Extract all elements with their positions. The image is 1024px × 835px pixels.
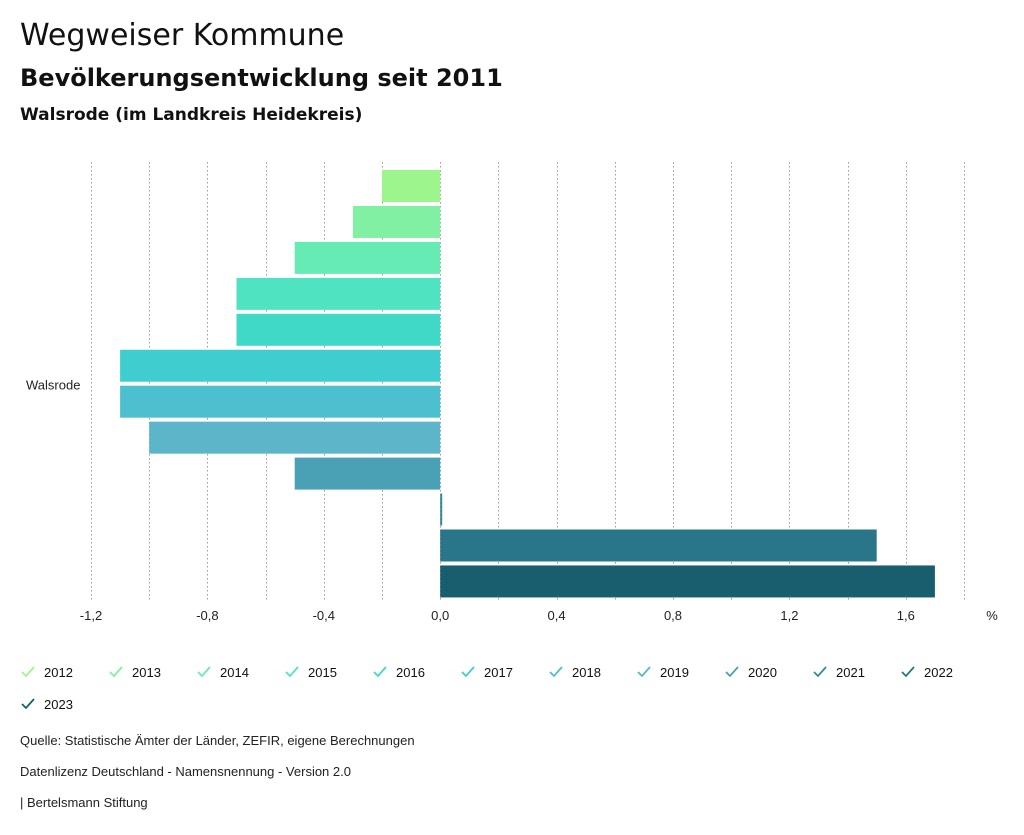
x-tick-label: 1,6 [897, 608, 915, 623]
checkmark-icon [21, 698, 35, 710]
bar-2012 [382, 170, 441, 202]
category-label: Walsrode [26, 378, 80, 393]
legend-label: 2013 [132, 664, 161, 680]
bar-2017 [120, 349, 441, 382]
chart-title: Wegweiser Kommune [20, 18, 345, 53]
x-tick-label: -0,8 [196, 608, 218, 623]
legend-label: 2014 [220, 664, 249, 680]
legend-item-2015[interactable]: 2015 [284, 656, 372, 688]
unit-label: % [986, 608, 998, 623]
chart-legend: 2012 2013 2014 2015 2016 2017 2018 2019 2020 2021… [20, 656, 1000, 720]
checkmark-icon [109, 666, 123, 678]
bar-2018 [120, 385, 441, 418]
legend-label: 2017 [484, 664, 513, 680]
legend-label: 2020 [748, 664, 777, 680]
legend-item-2013[interactable]: 2013 [108, 656, 196, 688]
checkmark-icon [901, 666, 915, 678]
checkmark-icon [813, 666, 827, 678]
legend-item-2017[interactable]: 2017 [460, 656, 548, 688]
x-tick-label: 1,2 [780, 608, 798, 623]
bar-chart: Walsrode -1,2 -0,8 -0,4 0,0 0,4 0,8 1,2 1,6% [26, 162, 998, 623]
checkmark-icon [373, 666, 387, 678]
source-note: Quelle: Statistische Ämter der Länder, Z… [20, 733, 415, 748]
checkmark-icon [725, 666, 739, 678]
checkmark-icon [461, 666, 475, 678]
legend-item-2018[interactable]: 2018 [548, 656, 636, 688]
bar-2015 [236, 277, 441, 310]
chart-subtitle: Bevölkerungsentwicklung seit 2011 [20, 64, 503, 92]
bar-2022 [440, 529, 877, 562]
credit-note: | Bertelsmann Stiftung [20, 795, 148, 810]
legend-item-2019[interactable]: 2019 [636, 656, 724, 688]
bar-2014 [294, 241, 441, 274]
legend-label: 2021 [836, 664, 865, 680]
region-label: Walsrode (im Landkreis Heidekreis) [20, 105, 363, 125]
legend-item-2023[interactable]: 2023 [20, 688, 108, 720]
bar-2019 [149, 421, 441, 454]
license-note: Datenlizenz Deutschland - Namensnennung … [20, 764, 351, 779]
legend-item-2020[interactable]: 2020 [724, 656, 812, 688]
legend-item-2022[interactable]: 2022 [900, 656, 988, 688]
legend-label: 2016 [396, 664, 425, 680]
bar-2013 [352, 205, 441, 238]
legend-item-2021[interactable]: 2021 [812, 656, 900, 688]
legend-label: 2012 [44, 664, 73, 680]
checkmark-icon [285, 666, 299, 678]
legend-label: 2022 [924, 664, 953, 680]
checkmark-icon [637, 666, 651, 678]
legend-label: 2019 [660, 664, 689, 680]
x-tick-label: 0,0 [431, 608, 449, 623]
x-tick-label: 0,8 [664, 608, 682, 623]
x-tick-label: -0,4 [313, 608, 335, 623]
checkmark-icon [21, 666, 35, 678]
legend-label: 2023 [44, 696, 73, 712]
bar-2016 [236, 313, 441, 346]
legend-label: 2018 [572, 664, 601, 680]
bar-2021 [440, 493, 443, 526]
x-tick-label: -1,2 [80, 608, 102, 623]
checkmark-icon [549, 666, 563, 678]
x-tick-label: 0,4 [548, 608, 566, 623]
legend-label: 2015 [308, 664, 337, 680]
legend-item-2012[interactable]: 2012 [20, 656, 108, 688]
bar-2020 [294, 457, 441, 490]
legend-item-2014[interactable]: 2014 [196, 656, 284, 688]
legend-item-2016[interactable]: 2016 [372, 656, 460, 688]
bar-2023 [440, 565, 935, 598]
checkmark-icon [197, 666, 211, 678]
